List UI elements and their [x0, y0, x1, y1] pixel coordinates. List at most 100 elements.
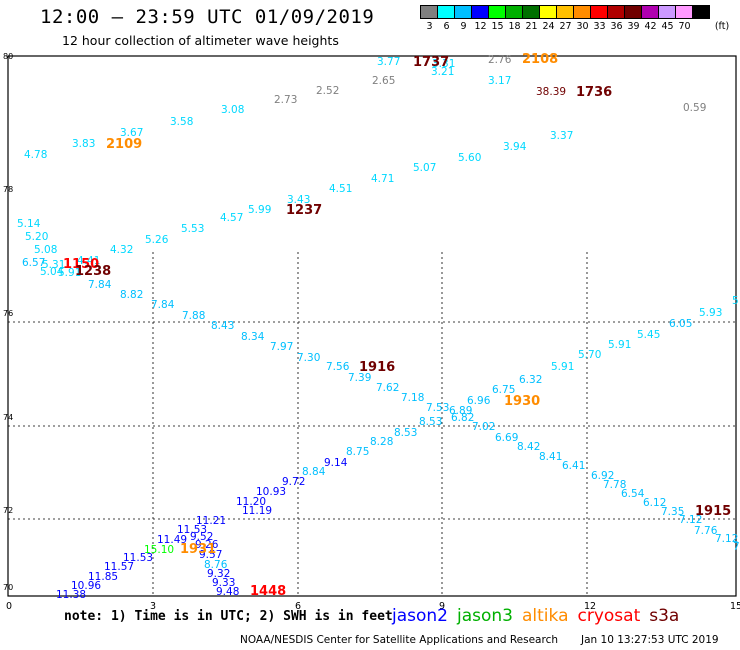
swh-value-label: 15.10 — [144, 544, 174, 556]
swh-value-label: 3.21 — [431, 66, 454, 78]
swh-value-label: 5.26 — [145, 234, 169, 246]
swh-value-label: 2.52 — [316, 85, 339, 97]
swh-value-label: 9.26 — [195, 539, 219, 551]
swh-value-label: 5.08 — [34, 244, 57, 256]
longitude-tick-label: 6 — [295, 601, 301, 612]
legend-bin-label: 15 — [491, 21, 504, 32]
pass-time-label: 1448 — [250, 584, 286, 599]
swh-value-label: 3.08 — [221, 104, 244, 116]
swh-value-label: 5.31 — [42, 259, 65, 271]
pass-time-label: 1736 — [576, 85, 612, 100]
swh-value-label: 6.12 — [643, 497, 666, 509]
swh-value-label: 8.84 — [302, 466, 326, 478]
swh-value-label: 11.53 — [177, 524, 207, 536]
swh-value-label: 6.32 — [519, 374, 542, 386]
swh-value-label: 11.21 — [196, 515, 226, 527]
swh-value-label: 6.92 — [591, 470, 614, 482]
swh-value-label: 9.32 — [207, 568, 230, 580]
swh-value-label: 6.54 — [621, 488, 645, 500]
legend-bin-label: 18 — [508, 21, 521, 32]
pass-time-label: 1931 — [180, 542, 216, 557]
pass-time-label: 1237 — [286, 203, 322, 218]
swh-value-label: 5 — [732, 295, 739, 307]
pass-time-label: 1150 — [63, 257, 99, 272]
legend-bin-label: 12 — [474, 21, 487, 32]
swh-value-label: 3.83 — [72, 138, 95, 150]
swh-value-label: 3.77 — [377, 56, 400, 68]
longitude-tick-label: 3 — [150, 601, 156, 612]
swh-value-label: 5.53 — [181, 223, 204, 235]
swh-value-label: 7.56 — [326, 361, 350, 373]
swh-value-label: 5.91 — [551, 361, 574, 373]
swh-value-label: 6.69 — [495, 432, 518, 444]
swh-value-label: 6.05 — [669, 318, 692, 330]
swh-value-label: 4.71 — [371, 173, 394, 185]
map-labels: 3.77 2.65 3.313.21 2.76 2.52 2.73 3.17 38.39 0.5… — [17, 52, 740, 601]
swh-value-label: 5.70 — [578, 349, 601, 361]
satellite-name: jason3 — [457, 606, 513, 626]
swh-value-label: 6.89 — [449, 405, 472, 417]
swh-value-label: 3.94 — [503, 141, 527, 153]
swh-value-label: 11.85 — [88, 571, 118, 583]
swh-value-label: 7.18 — [401, 392, 424, 404]
latitude-tick-label: 76 — [3, 309, 13, 318]
pass-time-label: 1238 — [75, 264, 111, 279]
swh-value-label: 7.30 — [297, 352, 320, 364]
swh-value-label: 7.78 — [603, 479, 626, 491]
latitude-tick-label: 74 — [3, 413, 13, 422]
legend-bin-label: 33 — [593, 21, 606, 32]
swh-value-label: 8.75 — [346, 446, 369, 458]
swh-value-label: 11.38 — [56, 589, 86, 601]
swh-value-label: 11.57 — [104, 561, 134, 573]
map-frame: 0 3 6 9 12 15 70 72 74 76 78 80 — [3, 52, 740, 612]
swh-value-label: 7.62 — [376, 382, 399, 394]
legend-bin-label: 39 — [627, 21, 640, 32]
swh-value-label: 2.76 — [488, 54, 512, 66]
swh-value-label: 4.32 — [110, 244, 133, 256]
swh-value-label: 6.41 — [562, 460, 585, 472]
credit-text: NOAA/NESDIS Center for Satellite Applica… — [240, 634, 558, 646]
legend-unit-label: (ft) — [714, 21, 730, 32]
pass-time-label: 1930 — [504, 394, 540, 409]
swh-value-label: 5.20 — [25, 231, 48, 243]
swh-value-label: 7.97 — [270, 341, 293, 353]
swh-value-label: 9.33 — [212, 577, 235, 589]
swh-value-label: 5.91 — [608, 339, 631, 351]
units-note: note: 1) Time is in UTC; 2) SWH is in fe… — [64, 609, 393, 624]
legend-swatch — [692, 5, 710, 19]
swh-value-label: 3.31 — [432, 58, 455, 70]
swh-value-label: 7.84 — [151, 299, 175, 311]
swh-value-label: 2.65 — [372, 75, 395, 87]
pass-time-label: 1737 — [413, 55, 449, 70]
swh-value-label: 10.93 — [256, 486, 286, 498]
swh-value-label: 4.78 — [24, 149, 47, 161]
swh-value-label: 7.39 — [348, 372, 371, 384]
swh-value-label: 11.20 — [236, 496, 266, 508]
satellite-name: s3a — [649, 606, 680, 626]
swh-value-label: 5.99 — [248, 204, 271, 216]
swh-value-label: 8.82 — [120, 289, 143, 301]
latitude-tick-label: 72 — [3, 506, 13, 515]
swh-value-label: 9.52 — [190, 531, 213, 543]
satellite-name: cryosat — [577, 606, 641, 626]
swh-value-label: 5.07 — [413, 162, 436, 174]
satellite-name: jason2 — [392, 606, 448, 626]
swh-value-label: 3.67 — [120, 127, 143, 139]
swh-value-label: 5.45 — [637, 329, 660, 341]
swh-value-label: 4.51 — [329, 183, 352, 195]
swh-value-label: 8.34 — [241, 331, 265, 343]
swh-value-label: 7.88 — [182, 310, 205, 322]
swh-value-label: 11.49 — [157, 534, 187, 546]
swh-value-label: 8.41 — [539, 451, 562, 463]
swh-value-label: 8.53 — [394, 427, 417, 439]
longitude-tick-label: 9 — [439, 601, 445, 612]
swh-value-label: 5.14 — [17, 218, 41, 230]
legend-bin-label: 30 — [576, 21, 589, 32]
pass-time-label: 1916 — [359, 360, 395, 375]
legend-bin-label: 45 — [661, 21, 674, 32]
latitude-tick-label: 80 — [3, 52, 13, 61]
swh-value-label: 7.76 — [694, 525, 718, 537]
legend-bin-label: 3 — [426, 21, 433, 32]
page-title: 12:00 — 23:59 UTC 01/09/2019 — [40, 6, 375, 28]
